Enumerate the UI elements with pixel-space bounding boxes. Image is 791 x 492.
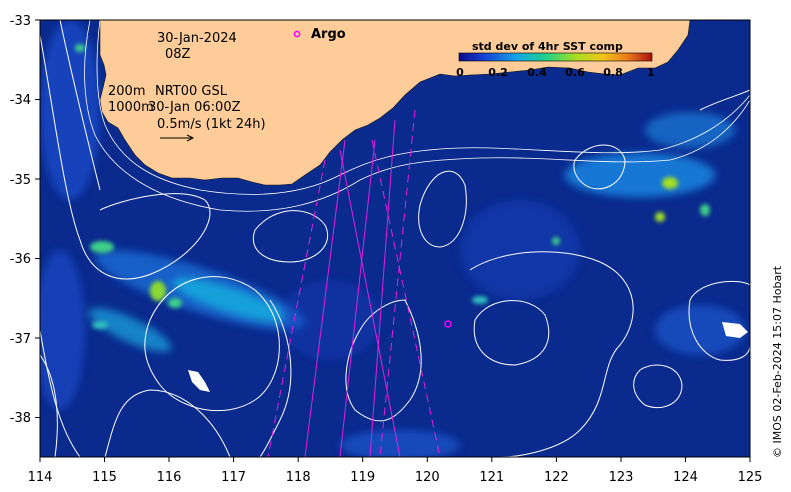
isobath-1000m-label: 1000m [108,100,154,115]
argo-float-marker [444,320,452,328]
land-island [188,370,210,392]
lat-tick: -37 [10,332,31,347]
colorbar-ticks: 0 0.2 0.4 0.6 0.8 1 [456,66,655,79]
date-label: 30-Jan-2024 [157,31,237,46]
isobath-200m-label: 200m [108,84,145,99]
colorbar-tick: 0.8 [603,66,623,79]
argo-legend-label: Argo [311,27,346,42]
product-label: NRT00 GSL [155,84,228,99]
colorbar-tick: 0 [456,66,464,79]
vector-scale-arrow [160,134,195,142]
colorbar-tick: 0.4 [527,66,547,79]
lon-tick: 123 [609,470,634,485]
colorbar [458,52,653,62]
lon-tick: 122 [544,470,569,485]
lon-tick: 117 [221,470,246,485]
argo-swath-tracks [267,109,441,457]
lon-tick: 115 [92,470,117,485]
sst-variability-hotspots [75,44,710,329]
lat-tick: -33 [10,14,31,29]
valid-time-label: 30-Jan 06:00Z [148,100,241,115]
lon-tick-labels: 114 115 116 117 118 119 120 121 122 123 … [28,470,763,485]
lon-tick: 121 [479,470,504,485]
plot-frame [39,19,751,458]
lat-tick: -34 [10,93,31,108]
lat-tick: -35 [10,173,31,188]
hour-label: 08Z [165,47,191,62]
lon-tick: 120 [415,470,440,485]
argo-legend-marker [293,30,301,38]
lon-tick: 125 [738,470,763,485]
colorbar-tick: 0.6 [565,66,585,79]
sst-variability-field [40,20,745,457]
sea-level-contours [40,20,750,457]
lon-tick: 119 [350,470,375,485]
colorbar-tick: 0.2 [488,66,508,79]
axis-ticks [35,19,751,462]
lon-tick: 124 [673,470,698,485]
lat-tick-labels: -33 -34 -35 -36 -37 -38 [10,14,31,426]
lat-tick: -38 [10,411,31,426]
lon-tick: 114 [28,470,53,485]
isobath-1000m [84,20,750,212]
lat-tick: -36 [10,252,31,267]
colorbar-title: std dev of 4hr SST comp [472,40,623,53]
credit-label: © IMOS 02-Feb-2024 15:07 Hobart [771,265,784,458]
lon-tick: 116 [157,470,182,485]
colorbar-tick: 1 [647,66,655,79]
lon-tick: 118 [286,470,311,485]
land-island [722,322,748,338]
vector-scale-label: 0.5m/s (1kt 24h) [157,117,266,132]
